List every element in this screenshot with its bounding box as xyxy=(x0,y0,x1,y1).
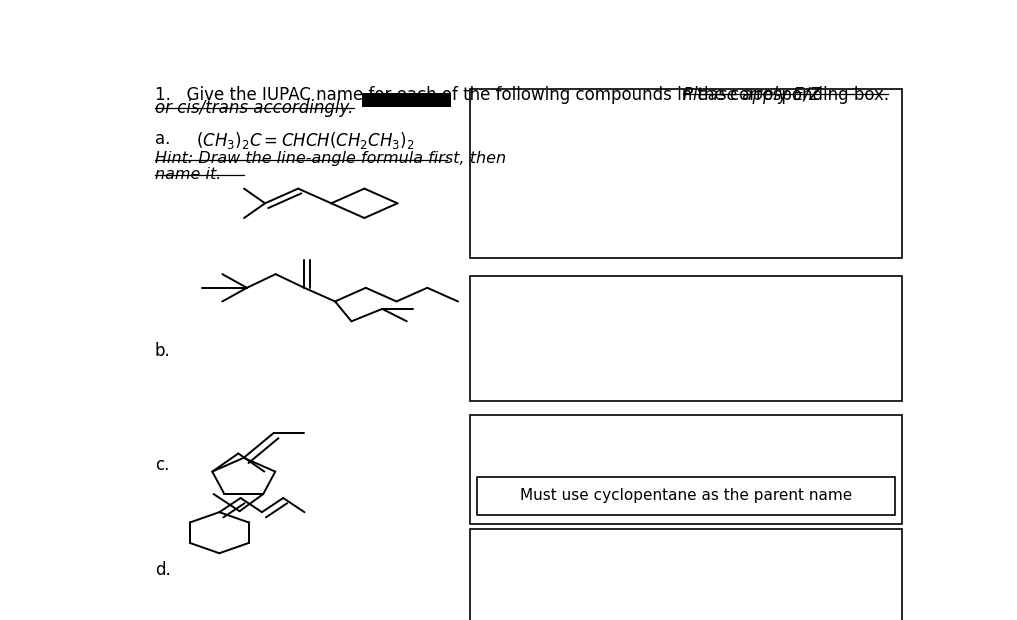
Bar xyxy=(362,92,452,107)
Bar xyxy=(477,477,895,515)
Text: Must use cyclopentane as the parent name: Must use cyclopentane as the parent name xyxy=(520,489,852,503)
Text: $(CH_3)_2C=CHCH(CH_2CH_3)_2$: $(CH_3)_2C=CHCH(CH_2CH_3)_2$ xyxy=(196,130,415,151)
Text: d.: d. xyxy=(155,561,171,579)
Text: Hint: Draw the line-angle formula first, then: Hint: Draw the line-angle formula first,… xyxy=(155,151,505,166)
Bar xyxy=(470,277,902,401)
Text: a.: a. xyxy=(155,130,170,148)
Text: 1.   Give the IUPAC name for each of the following compounds in the correspondin: 1. Give the IUPAC name for each of the f… xyxy=(155,86,894,104)
Bar xyxy=(470,415,902,524)
Bar xyxy=(470,529,902,620)
Text: name it.: name it. xyxy=(155,167,221,182)
Text: or cis/trans accordingly.: or cis/trans accordingly. xyxy=(155,99,353,117)
Bar xyxy=(470,89,902,258)
Text: b.: b. xyxy=(155,342,171,360)
Text: c.: c. xyxy=(155,456,169,474)
Text: Please apply E/Z: Please apply E/Z xyxy=(682,86,821,104)
